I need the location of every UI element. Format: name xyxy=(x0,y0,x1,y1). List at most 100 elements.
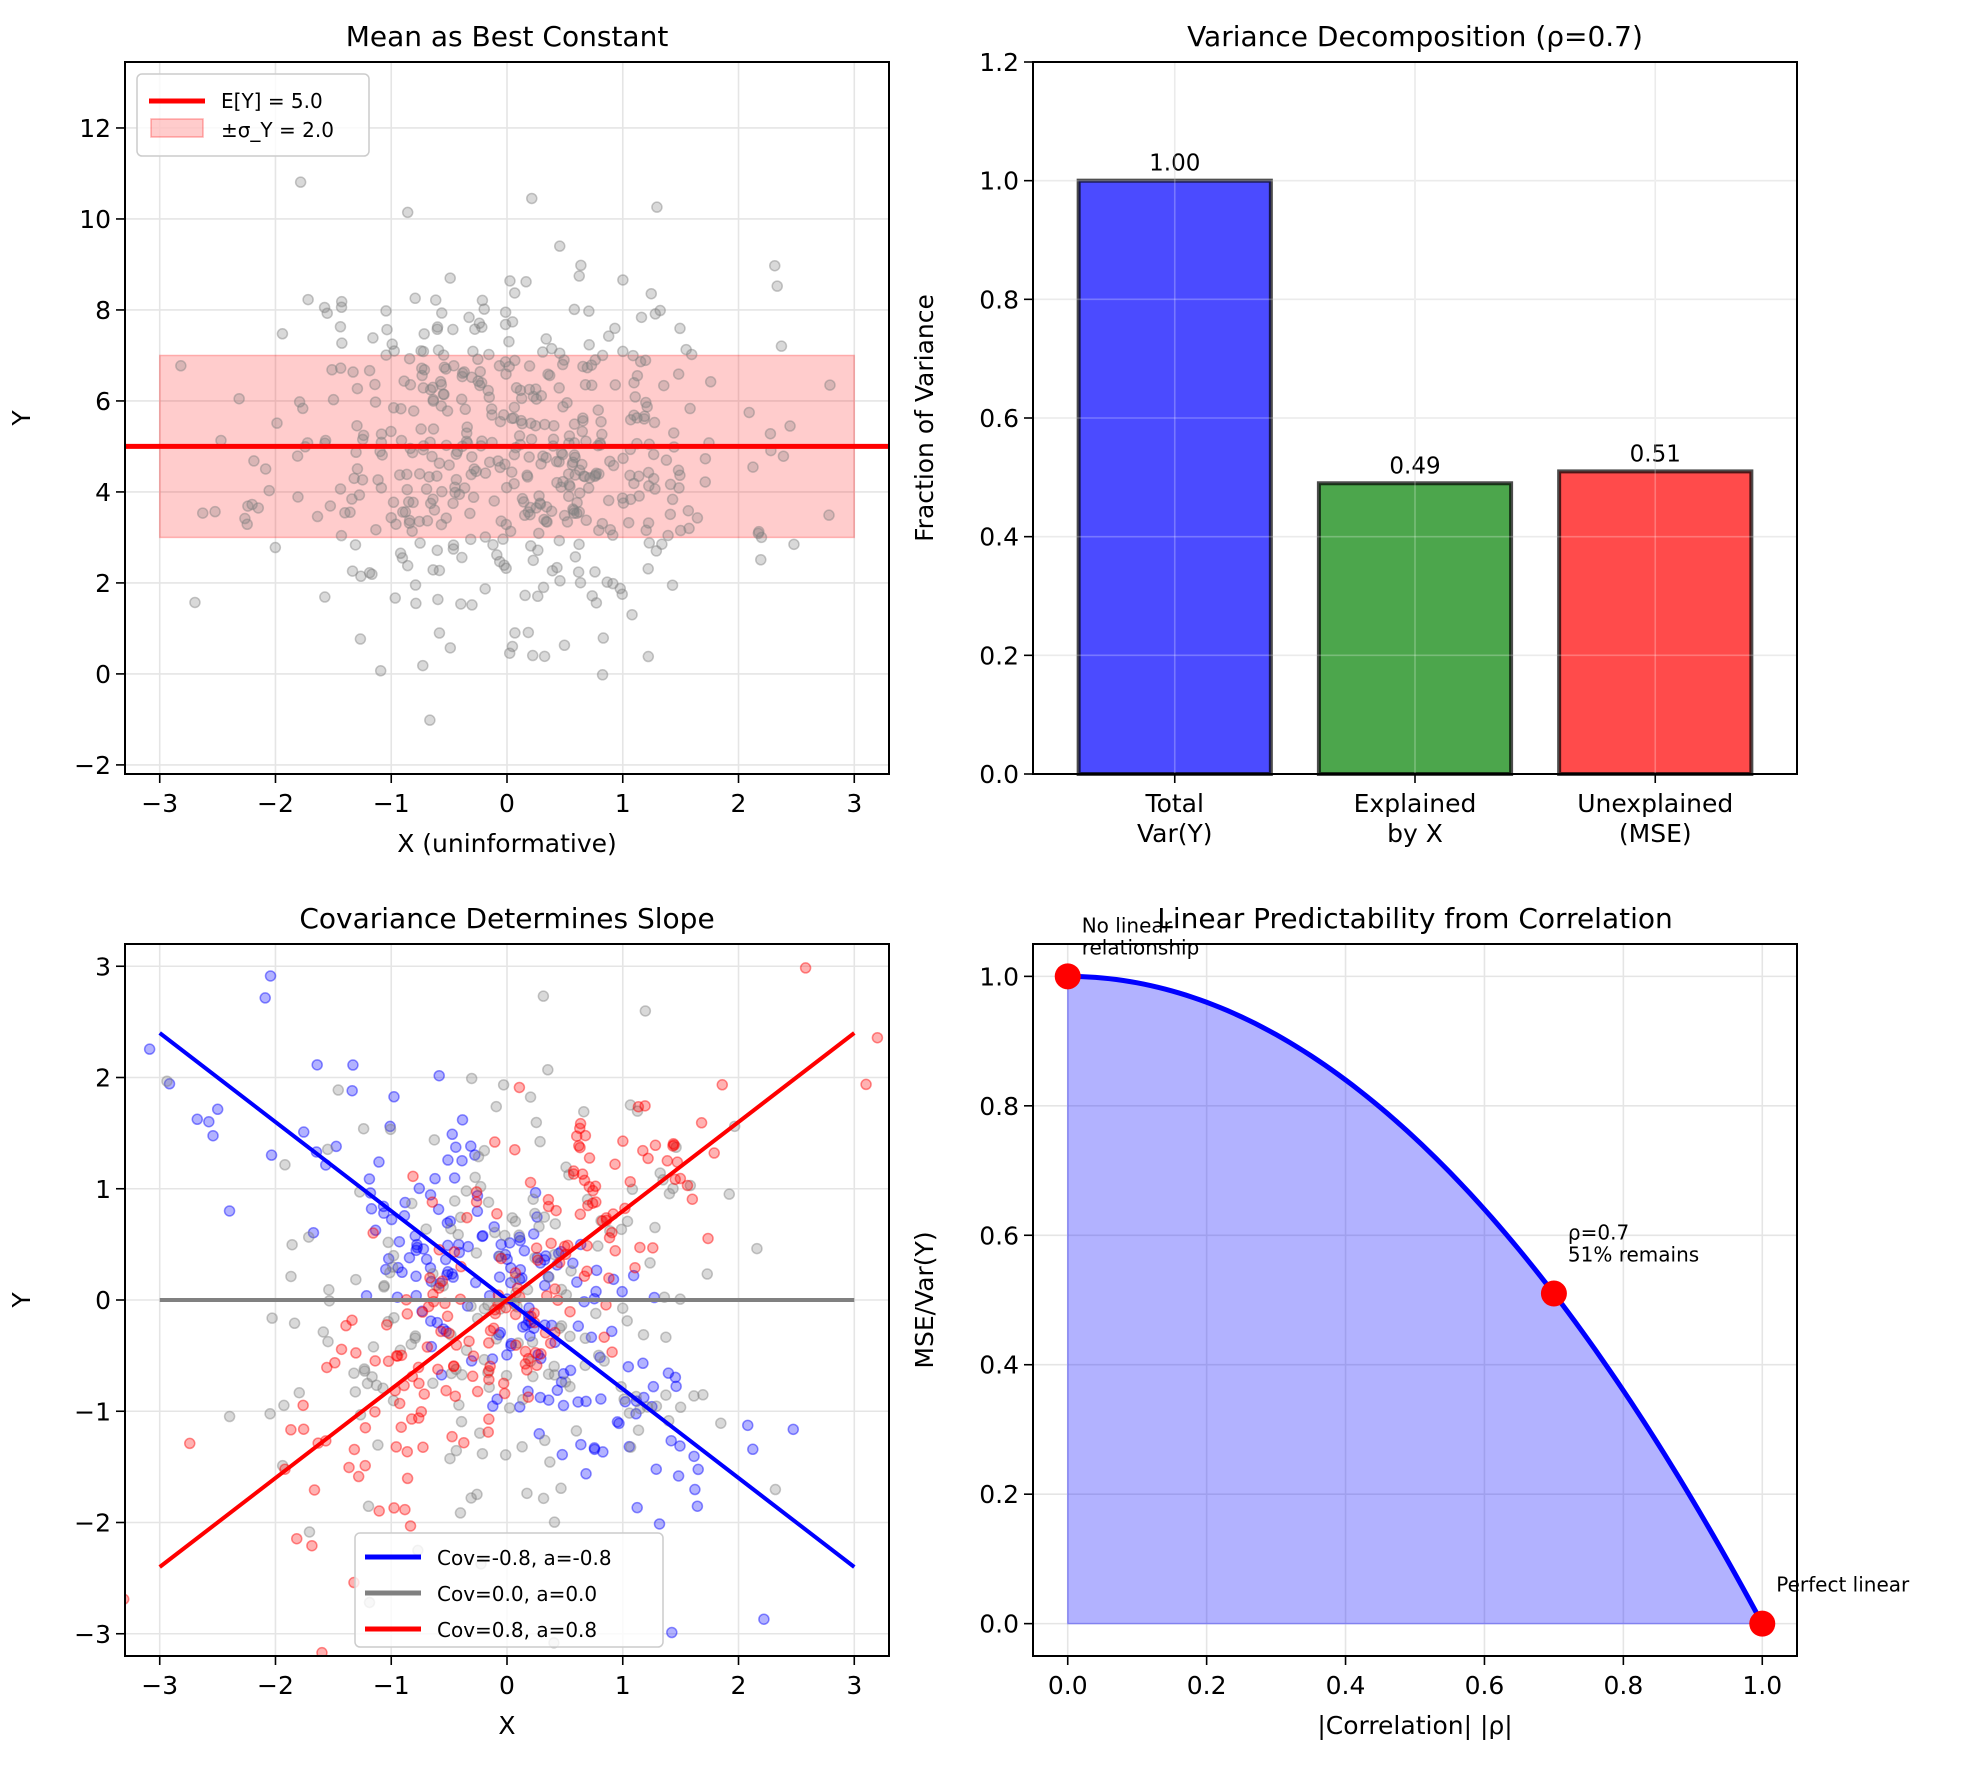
x-tick-label: −2 xyxy=(257,1671,294,1700)
scatter-point xyxy=(407,1170,419,1183)
scatter-point xyxy=(637,1144,649,1157)
scatter-point xyxy=(495,1252,507,1265)
scatter-point xyxy=(252,502,265,514)
scatter-point xyxy=(433,564,446,577)
scatter-point xyxy=(666,493,679,506)
x-tick-label: 2 xyxy=(731,1671,747,1700)
scatter-point xyxy=(650,545,663,557)
scatter-point xyxy=(674,524,687,537)
scatter-point xyxy=(649,1139,662,1152)
scatter-point xyxy=(380,1263,392,1276)
scatter-point xyxy=(399,1196,411,1209)
scatter-point xyxy=(403,514,416,527)
scatter-point xyxy=(435,1325,447,1338)
scatter-point xyxy=(574,1141,586,1154)
scatter-point xyxy=(491,1208,503,1220)
scatter-point xyxy=(660,454,673,466)
scatter-point xyxy=(455,393,468,406)
scatter-point xyxy=(542,1368,555,1380)
scatter-point xyxy=(544,1337,557,1349)
scatter-point xyxy=(458,482,471,494)
scatter-point xyxy=(583,339,595,351)
scatter-point xyxy=(535,458,547,470)
scatter-point xyxy=(426,450,438,463)
scatter-point xyxy=(583,1180,596,1193)
scatter-point xyxy=(537,1492,550,1505)
scatter-point xyxy=(743,406,755,419)
scatter-point xyxy=(526,649,539,662)
scatter-point xyxy=(470,1186,483,1198)
scatter-point xyxy=(557,1399,570,1412)
scatter-point xyxy=(667,1137,680,1150)
scatter-point xyxy=(642,563,654,575)
y-tick-label: 6 xyxy=(95,387,111,416)
scatter-point xyxy=(413,1182,426,1195)
scatter-point xyxy=(567,1257,579,1269)
scatter-point xyxy=(688,1450,700,1463)
scatter-point xyxy=(532,590,544,602)
scatter-point xyxy=(545,505,558,518)
scatter-point xyxy=(672,464,685,477)
scatter-point xyxy=(445,1222,457,1235)
x-tick-label: 0.0 xyxy=(1048,1671,1088,1700)
scatter-point xyxy=(631,369,644,382)
scatter-point xyxy=(437,349,450,361)
scatter-point xyxy=(617,452,629,465)
scatter-point xyxy=(327,393,340,406)
scatter-point xyxy=(668,1139,680,1151)
scatter-point xyxy=(627,1269,640,1282)
scatter-point xyxy=(574,1208,587,1221)
scatter-point xyxy=(629,391,641,403)
scatter-point xyxy=(554,575,566,587)
scatter-point xyxy=(484,1360,496,1372)
scatter-point xyxy=(667,1140,679,1152)
scatter-point xyxy=(372,1439,384,1451)
scatter-point xyxy=(458,366,470,378)
scatter-point xyxy=(527,1228,540,1240)
scatter-point xyxy=(456,551,468,564)
scatter-point xyxy=(453,1399,465,1411)
scatter-point xyxy=(523,451,535,463)
scatter-point xyxy=(405,1413,418,1425)
scatter-point xyxy=(321,1361,333,1374)
scatter-point xyxy=(532,1348,544,1361)
scatter-point xyxy=(567,1168,580,1180)
scatter-point xyxy=(578,1105,590,1118)
scatter-point xyxy=(522,1352,535,1365)
scatter-point xyxy=(425,1315,437,1327)
scatter-point xyxy=(191,1113,204,1126)
x-tick-label: Var(Y) xyxy=(1137,819,1213,848)
scatter-point xyxy=(407,496,419,509)
chart-title: Variance Decomposition (ρ=0.7) xyxy=(1187,20,1643,53)
scatter-point xyxy=(387,496,400,509)
x-axis-label: X (uninformative) xyxy=(397,829,617,858)
scatter-point xyxy=(510,382,523,394)
scatter-point xyxy=(381,323,393,336)
scatter-point xyxy=(399,1503,411,1516)
scatter-point xyxy=(751,1242,763,1255)
scatter-point xyxy=(637,1328,650,1341)
scatter-point xyxy=(417,1441,429,1453)
scatter-point xyxy=(682,504,695,517)
scatter-point xyxy=(430,1279,442,1292)
scatter-point xyxy=(506,316,519,328)
scatter-point xyxy=(449,1390,462,1402)
scatter-point xyxy=(302,1231,315,1243)
y-axis-label: Y xyxy=(7,410,36,427)
scatter-point xyxy=(334,362,347,374)
scatter-point xyxy=(521,1364,533,1376)
scatter-point xyxy=(378,1207,390,1219)
scatter-point xyxy=(559,1376,572,1388)
scatter-point xyxy=(824,379,836,391)
scatter-point xyxy=(500,518,513,531)
scatter-point xyxy=(590,1264,603,1277)
scatter-point xyxy=(542,368,554,380)
scatter-point xyxy=(416,1306,429,1318)
scatter-point xyxy=(466,1370,479,1383)
y-tick-label: 0.8 xyxy=(979,1092,1019,1121)
scatter-point xyxy=(522,506,535,518)
scatter-point xyxy=(563,479,575,491)
scatter-point xyxy=(508,448,521,461)
x-tick-label: (MSE) xyxy=(1619,819,1692,848)
y-tick-label: 2 xyxy=(95,1064,111,1093)
